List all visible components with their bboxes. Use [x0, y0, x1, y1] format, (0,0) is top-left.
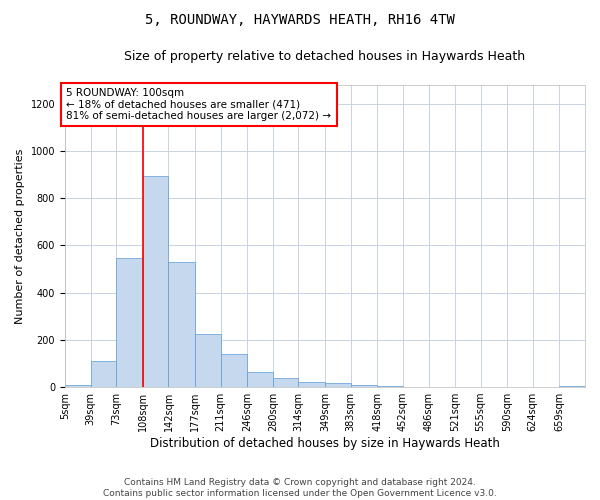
Bar — [377, 386, 403, 387]
Bar — [195, 334, 221, 387]
X-axis label: Distribution of detached houses by size in Haywards Heath: Distribution of detached houses by size … — [150, 437, 500, 450]
Bar — [143, 176, 169, 387]
Text: Contains HM Land Registry data © Crown copyright and database right 2024.
Contai: Contains HM Land Registry data © Crown c… — [103, 478, 497, 498]
Bar — [559, 386, 585, 387]
Bar — [169, 262, 195, 387]
Bar — [247, 372, 273, 387]
Text: 5, ROUNDWAY, HAYWARDS HEATH, RH16 4TW: 5, ROUNDWAY, HAYWARDS HEATH, RH16 4TW — [145, 12, 455, 26]
Bar — [91, 361, 116, 387]
Bar — [65, 385, 91, 387]
Bar — [350, 385, 377, 387]
Title: Size of property relative to detached houses in Haywards Heath: Size of property relative to detached ho… — [124, 50, 526, 63]
Bar — [116, 258, 143, 387]
Bar — [221, 354, 247, 387]
Bar — [325, 383, 350, 387]
Bar — [298, 382, 325, 387]
Bar — [273, 378, 298, 387]
Text: 5 ROUNDWAY: 100sqm
← 18% of detached houses are smaller (471)
81% of semi-detach: 5 ROUNDWAY: 100sqm ← 18% of detached hou… — [67, 88, 331, 121]
Y-axis label: Number of detached properties: Number of detached properties — [15, 148, 25, 324]
